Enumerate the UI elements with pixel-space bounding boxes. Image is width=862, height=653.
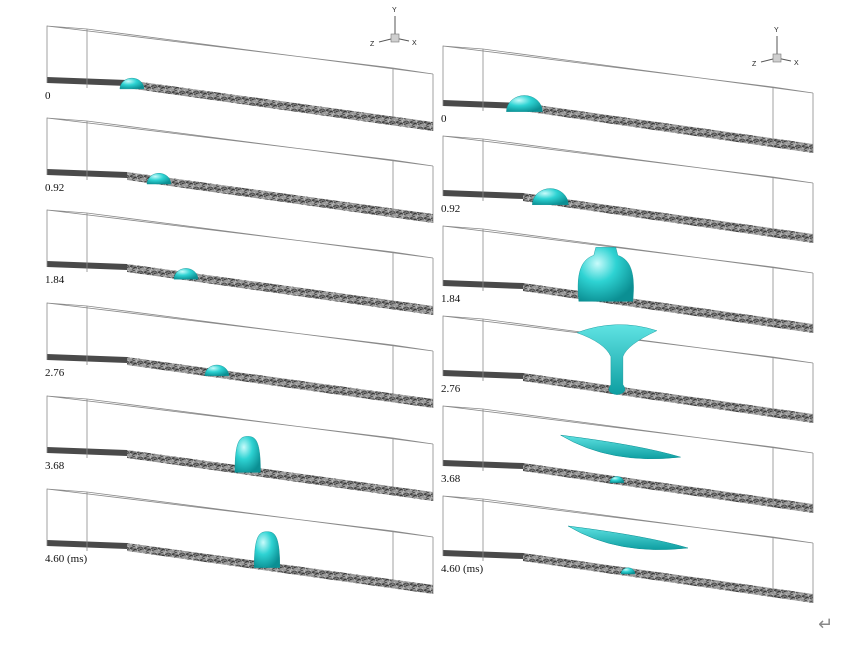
time-label: 4.60 (ms) [45, 553, 88, 565]
box-top-edges [442, 135, 814, 196]
fibrous-substrate [127, 172, 433, 223]
panel-box [442, 135, 814, 243]
time-label: 2.76 [45, 367, 65, 379]
droplet-cap [119, 77, 145, 90]
triad-y-label: Y [392, 7, 397, 14]
box-top-edges [442, 315, 814, 376]
triad-x-label: X [412, 40, 417, 47]
box-top-edges [442, 45, 814, 106]
panel-box [442, 315, 814, 423]
box-top-edges [46, 488, 434, 546]
axis-triad-right: Y X Z [752, 27, 799, 68]
time-label: 0 [45, 90, 51, 102]
time-label: 0.92 [441, 203, 461, 215]
droplet-cap [146, 173, 172, 185]
fibrous-substrate [523, 193, 813, 243]
box-top-edges [46, 302, 434, 360]
box-top-edges [46, 25, 434, 83]
droplet-cap [532, 188, 569, 205]
time-label: 1.84 [45, 274, 65, 286]
time-label: 2.76 [441, 383, 461, 395]
time-label: 3.68 [441, 473, 461, 485]
axis-triad-left: Y X Z [370, 7, 417, 48]
return-arrow-icon: ↵ [818, 614, 834, 635]
droplet-cap [204, 364, 230, 376]
panel-box [46, 25, 434, 131]
droplet-tall [234, 436, 261, 473]
panel-box [46, 488, 434, 594]
fibrous-substrate [127, 357, 433, 408]
triad-x-label: X [794, 60, 799, 67]
box-top-edges [46, 395, 434, 453]
time-label: 4.60 (ms) [441, 563, 484, 575]
box-top-edges [46, 117, 434, 175]
box-top-edges [442, 225, 814, 286]
time-label: 0.92 [45, 182, 65, 194]
panel-box [46, 209, 434, 315]
time-label: 3.68 [45, 460, 65, 472]
fibrous-substrate [127, 543, 433, 594]
triad-y-label: Y [774, 27, 779, 34]
panel-box [442, 495, 814, 603]
panel-box [442, 405, 814, 513]
box-top-edges [46, 209, 434, 267]
box-top-edges [442, 495, 814, 556]
panel-box [46, 395, 434, 501]
droplet-cap [609, 476, 625, 483]
fibrous-substrate [127, 264, 433, 315]
fibrous-substrate [523, 553, 813, 603]
droplet-cap [506, 95, 543, 112]
droplet-cap [620, 567, 636, 575]
triad-z-label: Z [370, 41, 375, 48]
fibrous-substrate [127, 450, 433, 501]
droplet-sheet [567, 525, 689, 550]
time-label: 0 [441, 113, 447, 125]
box-top-edges [442, 405, 814, 466]
fibrous-substrate [523, 373, 813, 423]
fibrous-substrate [523, 463, 813, 513]
time-label: 1.84 [441, 293, 461, 305]
droplet-tall [254, 531, 281, 568]
fibrous-substrate [127, 80, 433, 131]
panel-box [46, 302, 434, 408]
droplet-cap [173, 268, 199, 280]
fibrous-substrate [523, 103, 813, 153]
droplet-sheet [560, 434, 681, 459]
triad-z-label: Z [752, 61, 757, 68]
panel-box [442, 45, 814, 153]
droplet-cup [576, 324, 658, 395]
panel-box [46, 117, 434, 223]
fibrous-substrate [523, 283, 813, 333]
droplet-vase [577, 247, 634, 302]
